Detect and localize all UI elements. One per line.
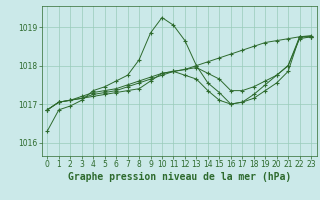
- X-axis label: Graphe pression niveau de la mer (hPa): Graphe pression niveau de la mer (hPa): [68, 172, 291, 182]
